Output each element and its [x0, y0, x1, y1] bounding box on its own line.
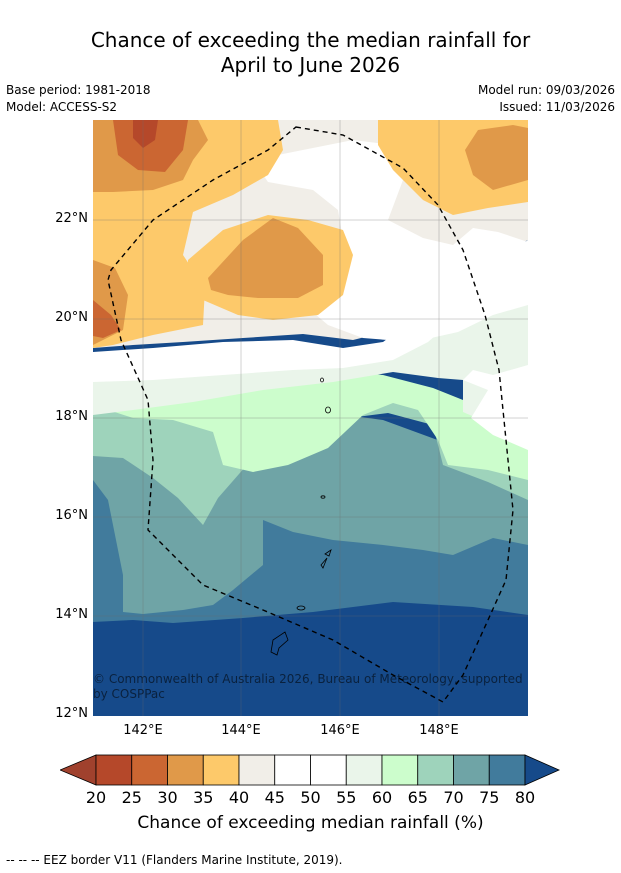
colorbar-cell — [95, 754, 133, 786]
colorbar-tick-label: 30 — [157, 788, 178, 807]
region-30-35-center — [208, 218, 323, 298]
colorbar-tick-label: 20 — [85, 788, 107, 807]
colorbar-cell — [131, 754, 168, 786]
lat-label-16: 16°N — [55, 508, 88, 523]
meta-left: Base period: 1981-2018 Model: ACCESS-S2 — [6, 82, 151, 116]
colorbar-tick-label: 70 — [443, 788, 464, 807]
colorbar-cell — [202, 754, 240, 786]
copyright-note: © Commonwealth of Australia 2026, Bureau… — [93, 672, 523, 702]
islands — [270, 377, 332, 656]
colorbar-cell — [453, 754, 490, 786]
region-45-55 — [93, 240, 528, 382]
eez-border — [107, 126, 514, 703]
region-55-60 — [93, 265, 528, 432]
copyright-line2: by COSPPac — [93, 687, 165, 701]
colorbar — [60, 754, 560, 786]
lat-label-14: 14°N — [55, 607, 88, 622]
colorbar-cell — [238, 754, 276, 786]
lat-label-12: 12°N — [55, 706, 88, 721]
colorbar-cell — [310, 754, 347, 786]
model-run: Model run: 09/03/2026 — [477, 83, 615, 97]
lon-label-146: 146°E — [320, 723, 360, 738]
colorbar-tick-label: 25 — [121, 788, 142, 807]
map-title-line2: April to June 2026 — [220, 53, 401, 77]
colorbar-tick-label: 60 — [371, 788, 393, 807]
region-45-55-east — [463, 365, 528, 450]
copyright-line1: © Commonwealth of Australia 2026, Bureau… — [93, 672, 523, 686]
lat-label-20: 20°N — [55, 310, 88, 325]
lon-label-142: 142°E — [123, 723, 163, 738]
eez-footnote: -- -- -- EEZ border V11 (Flanders Marine… — [6, 853, 343, 867]
colorbar-tick-label: 45 — [264, 788, 285, 807]
colorbar-label: Chance of exceeding median rainfall (%) — [137, 813, 484, 833]
colorbar-cell — [488, 754, 526, 786]
lon-label-148: 148°E — [419, 723, 459, 738]
base-period: Base period: 1981-2018 — [6, 83, 151, 97]
colorbar-cell — [345, 754, 383, 786]
map-title: Chance of exceeding the median rainfall … — [0, 28, 621, 78]
model-name: Model: ACCESS-S2 — [6, 100, 118, 114]
region-20-25 — [133, 120, 158, 148]
map-gridlines — [93, 120, 528, 716]
meta-right: Model run: 09/03/2026 Issued: 11/03/2026 — [478, 82, 615, 116]
colorbar-tick-label: 50 — [300, 788, 321, 807]
colorbar-cell — [167, 754, 204, 786]
colorbar-tick-label: 55 — [336, 788, 357, 807]
region-25-30 — [113, 120, 188, 172]
lat-label-18: 18°N — [55, 409, 88, 424]
rainfall-map — [93, 120, 528, 716]
lat-label-22: 22°N — [55, 211, 88, 226]
colorbar-tick-label: 65 — [407, 788, 428, 807]
issued-date: Issued: 11/03/2026 — [499, 100, 615, 114]
colorbar-tick-label: 40 — [228, 788, 250, 807]
region-30-35-ne — [465, 125, 528, 190]
colorbar-cell — [417, 754, 454, 786]
colorbar-tick-label: 75 — [479, 788, 500, 807]
lon-label-144: 144°E — [221, 723, 261, 738]
colorbar-tick-label: 80 — [514, 788, 536, 807]
map-title-line1: Chance of exceeding the median rainfall … — [90, 28, 531, 52]
colorbar-cell — [274, 754, 311, 786]
colorbar-cell — [381, 754, 419, 786]
colorbar-extend-low — [60, 754, 97, 786]
colorbar-extend-high — [524, 754, 560, 786]
colorbar-tick-label: 35 — [193, 788, 214, 807]
